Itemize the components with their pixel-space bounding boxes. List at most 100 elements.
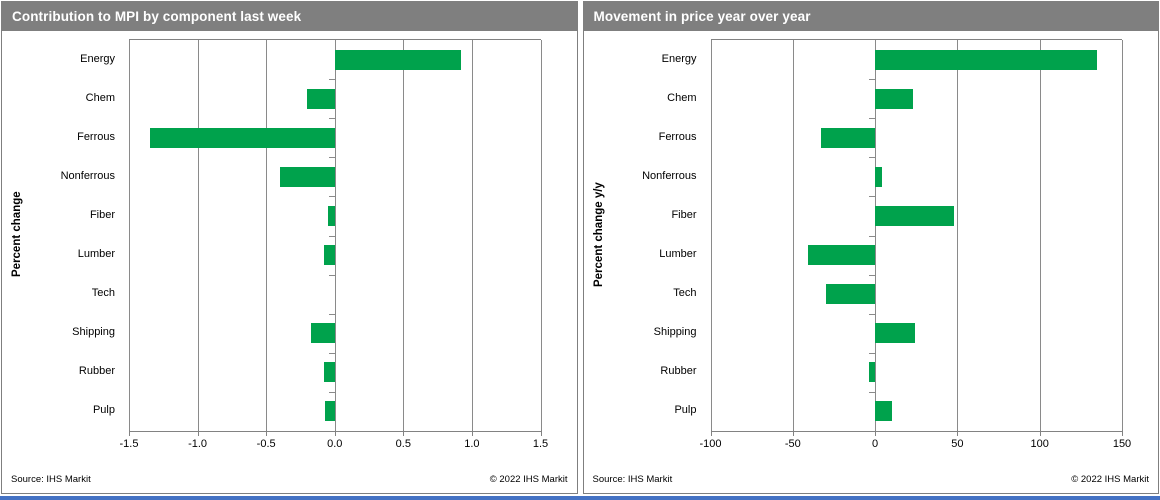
chart-panel-price-movement: Movement in price year over year Percent… bbox=[582, 1, 1159, 494]
axis-tick bbox=[129, 430, 130, 436]
category-tick bbox=[869, 391, 876, 393]
gridline bbox=[334, 40, 336, 431]
bar-pulp bbox=[875, 401, 892, 422]
category-label: Lumber bbox=[659, 248, 697, 261]
category-tick bbox=[328, 196, 335, 198]
category-label: Pulp bbox=[674, 404, 697, 417]
axis-tick bbox=[1039, 430, 1041, 436]
axis-tick-label: -0.5 bbox=[256, 438, 276, 450]
category-label: Fiber bbox=[671, 208, 697, 221]
bar-fiber bbox=[875, 205, 955, 226]
category-label: Ferrous bbox=[658, 130, 697, 143]
category-label: Tech bbox=[673, 287, 697, 300]
bar-rubber bbox=[323, 362, 335, 383]
category-label: Tech bbox=[91, 287, 115, 300]
category-label: Nonferrous bbox=[642, 169, 697, 182]
category-axis: Energy Chem Ferrous Nonferrous Fiber Lumber Te… bbox=[30, 39, 124, 430]
x-axis: -100 -50 0 50 100 150 bbox=[699, 430, 1131, 458]
axis-tick bbox=[792, 430, 794, 436]
gridline bbox=[403, 40, 405, 431]
gridline bbox=[957, 40, 959, 431]
axis-tick-label: 100 bbox=[1030, 438, 1049, 450]
y-axis-label: Percent change bbox=[11, 191, 23, 278]
category-tick bbox=[328, 313, 335, 315]
category-label: Lumber bbox=[77, 248, 115, 261]
bar-pulp bbox=[325, 401, 335, 422]
bar-chem bbox=[307, 88, 335, 109]
bar-fiber bbox=[327, 205, 335, 226]
category-label: Energy bbox=[661, 52, 697, 65]
gridline bbox=[792, 40, 794, 431]
category-tick bbox=[328, 274, 335, 276]
category-label: Chem bbox=[667, 91, 697, 104]
gridline bbox=[471, 40, 473, 431]
bar-chem bbox=[875, 88, 913, 109]
axis-tick bbox=[471, 430, 473, 436]
axis-tick bbox=[266, 430, 268, 436]
chart-title-bar: Movement in price year over year bbox=[583, 2, 1158, 31]
axis-tick-label: 0.5 bbox=[395, 438, 411, 450]
category-axis: Energy Chem Ferrous Nonferrous Fiber Lumber Te… bbox=[612, 39, 706, 430]
category-tick bbox=[869, 196, 876, 198]
category-label: Rubber bbox=[660, 365, 697, 378]
bar-tech bbox=[825, 284, 876, 305]
category-tick bbox=[869, 235, 876, 237]
bar-rubber bbox=[868, 362, 876, 383]
gridline bbox=[129, 40, 130, 431]
bar-shipping bbox=[875, 323, 915, 344]
category-tick bbox=[869, 79, 876, 81]
category-tick bbox=[869, 352, 876, 354]
category-label: Nonferrous bbox=[60, 169, 115, 182]
bar-ferrous bbox=[149, 127, 335, 148]
axis-tick-label: -100 bbox=[699, 438, 722, 450]
chart-title-bar: Contribution to MPI by component last we… bbox=[2, 2, 577, 31]
plot-area bbox=[710, 39, 1123, 432]
category-tick bbox=[328, 118, 335, 120]
bar-nonferrous bbox=[875, 166, 882, 187]
chart-title: Movement in price year over year bbox=[593, 9, 811, 24]
bar-energy bbox=[875, 49, 1098, 70]
axis-tick-label: 1.0 bbox=[464, 438, 480, 450]
gridline bbox=[197, 40, 199, 431]
chart-title: Contribution to MPI by component last we… bbox=[12, 9, 302, 24]
bar-energy bbox=[334, 49, 461, 70]
axis-tick-label: 150 bbox=[1112, 438, 1132, 450]
gridline bbox=[540, 40, 542, 431]
brand-bottom-bar bbox=[0, 496, 1160, 500]
axis-tick bbox=[957, 430, 959, 436]
category-label: Shipping bbox=[653, 326, 697, 339]
category-label: Chem bbox=[85, 91, 115, 104]
axis-tick-label: -1.0 bbox=[188, 438, 208, 450]
axis-tick-label: 1.5 bbox=[532, 438, 549, 450]
bar-lumber bbox=[807, 245, 876, 266]
category-tick bbox=[328, 235, 335, 237]
category-tick bbox=[869, 274, 876, 276]
category-tick bbox=[328, 391, 335, 393]
axis-tick bbox=[1122, 430, 1123, 436]
axis-tick bbox=[540, 430, 542, 436]
bar-shipping bbox=[311, 323, 335, 344]
axis-tick bbox=[875, 430, 877, 436]
gridline bbox=[710, 40, 712, 431]
category-tick bbox=[869, 313, 876, 315]
category-tick bbox=[328, 352, 335, 354]
category-tick bbox=[869, 157, 876, 159]
category-label: Pulp bbox=[92, 404, 115, 417]
y-axis-label: Percent change y/y bbox=[592, 182, 605, 287]
source-note: Source: IHS Markit bbox=[592, 474, 673, 485]
chart-footer: Source: IHS Markit © 2022 IHS Markit bbox=[593, 474, 1150, 485]
gridline bbox=[1122, 40, 1123, 431]
gridline bbox=[875, 40, 877, 431]
gridline bbox=[266, 40, 268, 431]
category-label: Shipping bbox=[72, 326, 115, 339]
copyright-note: © 2022 IHS Markit bbox=[1071, 474, 1149, 485]
axis-tick bbox=[197, 430, 199, 436]
chart-footer: Source: IHS Markit © 2022 IHS Markit bbox=[11, 474, 568, 485]
bar-nonferrous bbox=[279, 166, 335, 187]
axis-tick bbox=[334, 430, 336, 436]
chart-panel-mpi-contribution: Contribution to MPI by component last we… bbox=[1, 1, 578, 494]
category-label: Energy bbox=[80, 52, 115, 65]
axis-tick-label: 50 bbox=[951, 438, 964, 450]
copyright-note: © 2022 IHS Markit bbox=[489, 474, 568, 485]
